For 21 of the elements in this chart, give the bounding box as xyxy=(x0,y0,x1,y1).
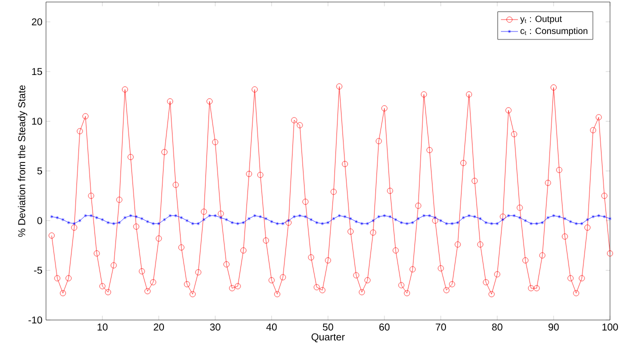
x-tick-label: 40 xyxy=(266,324,277,331)
x-tick-label: 30 xyxy=(210,324,220,331)
y-tick-label: 15 xyxy=(32,68,42,76)
x-tick-label: 100 xyxy=(602,324,618,331)
y-tick-label: 0 xyxy=(37,217,42,224)
y-tick-label: 5 xyxy=(37,167,42,174)
x-axis-title: Quarter xyxy=(312,333,345,342)
legend-label: y$_{t}$ : Output xyxy=(520,16,562,24)
x-tick-label: 20 xyxy=(154,324,164,331)
y-tick-label: 10 xyxy=(32,118,42,125)
y-tick-label: -5 xyxy=(34,266,42,274)
y-tick-label: -10 xyxy=(28,316,42,324)
y-tick-label: 20 xyxy=(32,18,42,26)
x-tick-label: 10 xyxy=(98,324,108,331)
x-tick-label: 80 xyxy=(492,324,502,331)
x-tick-label: 70 xyxy=(436,324,446,331)
legend-label: c$_{t}$ : Consumption xyxy=(520,27,588,36)
y-axis-title: % Deviation from the Steady State xyxy=(18,85,28,237)
x-tick-label: 60 xyxy=(379,324,390,331)
x-tick-label: 50 xyxy=(322,324,334,331)
x-tick-label: 90 xyxy=(548,324,559,331)
